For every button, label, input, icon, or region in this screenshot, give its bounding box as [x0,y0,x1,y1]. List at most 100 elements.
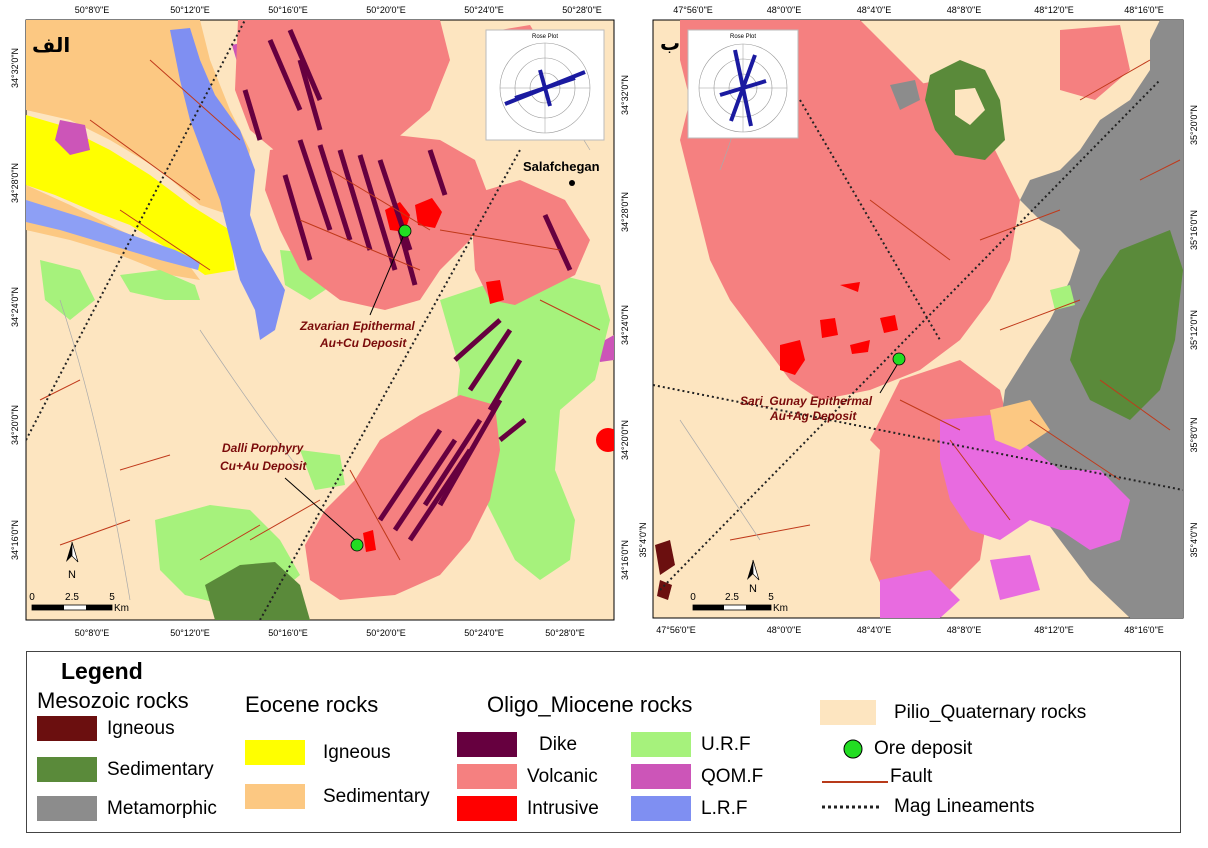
svg-text:34°28'0"N: 34°28'0"N [10,163,20,203]
svg-text:48°16'0"E: 48°16'0"E [1124,5,1164,15]
svg-text:50°12'0"E: 50°12'0"E [170,628,210,638]
svg-text:50°8'0"E: 50°8'0"E [75,628,110,638]
mag-lineaments-b [653,79,1183,591]
intrusive-area-2 [415,198,442,228]
legend-group-eocene: Eocene rocks [245,692,379,717]
mesozoic-igneous-b [655,540,675,575]
svg-text:34°16'0"N: 34°16'0"N [10,520,20,560]
svg-text:48°0'0"E: 48°0'0"E [767,5,802,15]
svg-text:2.5: 2.5 [65,592,79,603]
legend-swatch [37,757,97,782]
legend-swatch [457,764,517,789]
svg-text:34°16'0"N: 34°16'0"N [620,540,630,580]
svg-text:48°12'0"E: 48°12'0"E [1034,5,1074,15]
legend-item-eo-sedimentary: Sedimentary [245,784,430,809]
mag-lineaments-a [26,20,521,620]
intrusive-area-5 [596,428,614,452]
legend-title: Legend [61,658,143,684]
scale-bar-b: 0 2.5 5 Km [690,592,788,614]
svg-text:50°24'0"E: 50°24'0"E [464,628,504,638]
svg-text:34°20'0"N: 34°20'0"N [10,405,20,445]
svg-text:50°28'0"E: 50°28'0"E [545,628,585,638]
faults-a [39,59,601,561]
town-marker [569,180,575,186]
svg-text:47°56'0"E: 47°56'0"E [656,625,696,635]
legend-item-om-qomf: QOM.F [631,764,763,789]
legend-swatch [245,740,305,765]
intrusive-area-b [780,340,805,375]
svg-text:0: 0 [29,592,35,603]
sari-gunay-label-2: Au+Ag Deposit [769,409,857,423]
svg-text:Rose Plot: Rose Plot [730,34,756,40]
qomf-area-b-3 [990,555,1040,600]
svg-text:50°28'0"E: 50°28'0"E [562,5,602,15]
panel-label-b: ب [660,31,680,55]
svg-text:48°8'0"E: 48°8'0"E [947,5,982,15]
scale-bar-a: 0 2.5 5 Km [29,592,129,614]
svg-text:35°8'0"N: 35°8'0"N [1189,417,1199,452]
volcanic-area-north [235,20,450,155]
ore-deposit-dalli[interactable] [350,538,364,552]
svg-text:47°56'0"E: 47°56'0"E [673,5,713,15]
metamorphic-area-b-2 [890,80,920,110]
svg-text:34°28'0"N: 34°28'0"N [620,192,630,232]
svg-text:35°12'0"N: 35°12'0"N [1189,310,1199,350]
legend-item-om-volcanic: Volcanic [457,764,598,789]
rose-plot-b: Rose Plot [687,29,799,139]
legend-swatch [457,796,517,821]
map-a: Salafchegan Zavarian Epithermal Au+Cu De… [10,5,630,638]
urf-area [40,260,95,320]
svg-text:48°8'0"E: 48°8'0"E [947,625,982,635]
svg-text:Km: Km [114,603,129,614]
legend-item-mz-metamorphic: Metamorphic [37,796,217,821]
eocene-igneous-area [26,115,235,275]
legend-swatch [245,784,305,809]
mesozoic-sedimentary-area [205,562,310,620]
intrusive-area-b-5 [850,340,870,354]
legend-item-ore: Ore deposit [842,738,972,760]
intrusive-area-b-4 [840,282,860,292]
legend-item-pilio: Pilio_Quaternary rocks [820,700,1086,725]
svg-text:48°4'0"E: 48°4'0"E [857,625,892,635]
faults-b [729,59,1181,541]
svg-text:0: 0 [690,592,696,603]
legend-item-fault: Fault [820,764,932,790]
intrusive-area-b-2 [820,318,838,338]
svg-text:35°20'0"N: 35°20'0"N [1189,105,1199,145]
qomf-area-b [940,415,1130,550]
urf-area-2 [120,270,200,300]
svg-text:50°16'0"E: 50°16'0"E [268,5,308,15]
sari-gunay-label-1: Sari_Gunay Epithermal [740,394,873,408]
legend-swatch [37,716,97,741]
svg-text:50°20'0"E: 50°20'0"E [366,5,406,15]
legend: Legend Mesozoic rocks Eocene rocks Oligo… [26,651,1181,833]
intrusive-area-b-3 [880,315,898,333]
svg-text:34°20'0"N: 34°20'0"N [620,420,630,460]
svg-text:48°16'0"E: 48°16'0"E [1124,625,1164,635]
ore-deposit-zavarian[interactable] [398,224,412,238]
svg-text:35°4'0"N: 35°4'0"N [638,522,648,557]
volcanic-area-zavarian [265,135,490,310]
legend-item-mz-igneous: Igneous [37,716,175,741]
legend-item-om-urf: U.R.F [631,732,751,757]
eocene-sedimentary-b [990,400,1050,450]
legend-swatch [820,700,876,725]
lrf-band [26,200,200,270]
map-b: Sari_Gunay Epithermal Au+Ag Deposit ب Ro… [638,5,1199,635]
ore-deposit-sari-gunay[interactable] [892,352,906,366]
svg-text:35°4'0"N: 35°4'0"N [1189,522,1199,557]
svg-text:34°32'0"N: 34°32'0"N [10,48,20,88]
svg-text:48°0'0"E: 48°0'0"E [767,625,802,635]
legend-swatch [631,732,691,757]
legend-swatch [631,796,691,821]
ore-deposit-icon [843,739,863,759]
legend-group-mesozoic: Mesozoic rocks [37,688,189,713]
legend-item-mz-sedimentary: Sedimentary [37,757,214,782]
legend-item-om-lrf: L.R.F [631,796,747,821]
rose-plot-a: Rose Plot [485,29,605,141]
map-canvas: Salafchegan Zavarian Epithermal Au+Cu De… [10,5,1199,638]
town-label: Salafchegan [523,159,600,174]
map-a-ticks: 50°8'0"E 50°12'0"E 50°16'0"E 50°20'0"E 5… [10,5,630,638]
map-b-ticks: 47°56'0"E 48°0'0"E 48°4'0"E 48°8'0"E 48°… [638,5,1199,635]
legend-item-eo-igneous: Igneous [245,740,391,765]
